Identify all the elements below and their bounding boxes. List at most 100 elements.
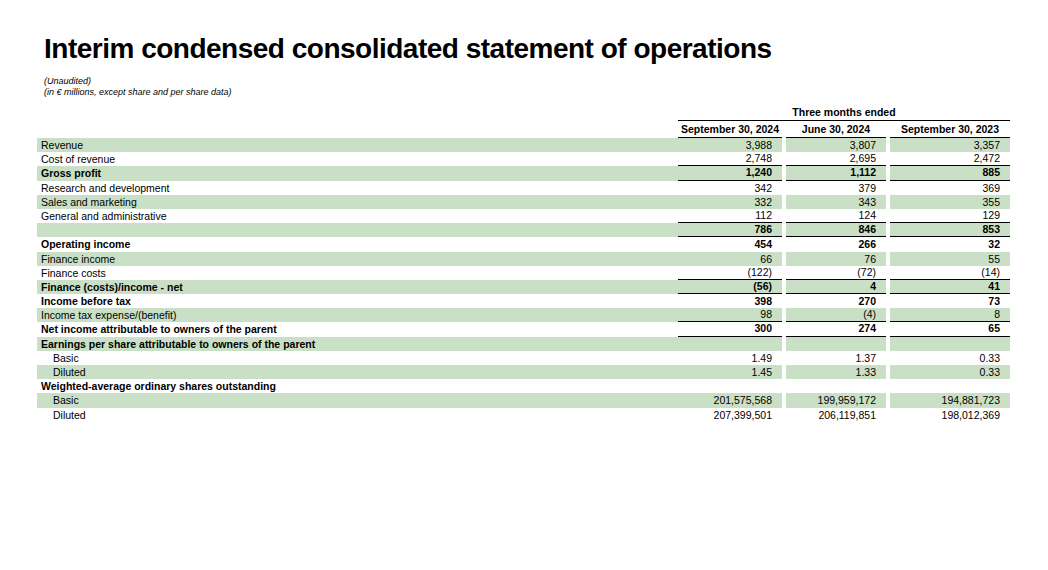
table-row: Finance costs(122) (72) (14) [37,266,1010,280]
row-label: Finance income [37,252,678,266]
cell-value: 454 [678,237,782,251]
group-header: Three months ended [678,106,1010,121]
row-label: Diluted [37,365,678,379]
table-row: 786846853 [37,223,1010,237]
cell-value: 300 [678,322,782,336]
cell-value: 201,575,568 [678,393,782,407]
cell-value: 73 [890,294,1010,308]
cell-value: 1.49 [678,351,782,365]
cell-value: 270 [786,294,886,308]
cell-value [890,379,1010,393]
cell-value: (122) [678,266,782,280]
cell-value: (14) [890,266,1010,280]
column-header-sep-2023: September 30, 2023 [890,121,1010,138]
row-label: Operating income [37,237,678,251]
table-row: Diluted1.45 1.33 0.33 [37,365,1010,379]
row-label: Income tax expense/(benefit) [37,308,678,322]
cell-value: 2,695 [786,152,886,166]
cell-value: 0.33 [890,365,1010,379]
table-row: Diluted207,399,501 206,119,851 198,012,369 [37,408,1010,422]
cell-value: (56) [678,280,782,294]
row-label: Research and development [37,181,678,195]
cell-value: 32 [890,237,1010,251]
cell-value: 355 [890,195,1010,209]
cell-value: (72) [786,266,886,280]
table-row: Finance income66 76 55 [37,252,1010,266]
cell-value: 343 [786,195,886,209]
table-row: Basic1.491.370.33 [37,351,1010,365]
statement-page: Interim condensed consolidated statement… [0,0,1048,570]
table-row: Revenue3,9883,8073,357 [37,138,1010,152]
cell-value: 274 [786,322,886,336]
cell-value [890,337,1010,351]
cell-value: 194,881,723 [890,393,1010,407]
table-row: Income before tax398 270 73 [37,294,1010,308]
subtitle: (Unaudited) (in € millions, except share… [44,76,232,98]
subtitle-units: (in € millions, except share and per sha… [44,87,232,98]
table-row: Basic201,575,568 199,959,172 194,881,723 [37,393,1010,407]
table-row: Gross profit1,240 1,112 885 [37,166,1010,180]
cell-value [786,379,886,393]
cell-value: 1.33 [786,365,886,379]
table-row: Finance (costs)/income - net(56) 4 41 [37,280,1010,294]
row-label: General and administrative [37,209,678,223]
cell-value: 398 [678,294,782,308]
cell-value: 786 [678,223,782,237]
table-row: Earnings per share attributable to owner… [37,337,1010,351]
cell-value: 66 [678,252,782,266]
table-row: Research and development342379369 [37,181,1010,195]
cell-value: 1,112 [786,166,886,180]
table-row: Income tax expense/(benefit)98(4)8 [37,308,1010,322]
cell-value: 379 [786,181,886,195]
row-label: Sales and marketing [37,195,678,209]
cell-value: 4 [786,280,886,294]
cell-value: 3,357 [890,138,1010,152]
row-label: Revenue [37,138,678,152]
cell-value: (4) [786,308,886,322]
table-row: Operating income454 266 32 [37,237,1010,251]
table-row: Sales and marketing332 343 355 [37,195,1010,209]
row-label: Finance (costs)/income - net [37,280,678,294]
cell-value: 129 [890,209,1010,223]
cell-value: 332 [678,195,782,209]
cell-value: 199,959,172 [786,393,886,407]
row-label: Income before tax [37,294,678,308]
table-body: Revenue3,9883,8073,357Cost of revenue2,7… [37,138,1010,422]
cell-value: 76 [786,252,886,266]
cell-value: 846 [786,223,886,237]
row-label: Gross profit [37,166,678,180]
page-title: Interim condensed consolidated statement… [44,33,772,65]
row-label: Basic [37,393,678,407]
column-header-row: September 30, 2024 June 30, 2024 Septemb… [37,121,1010,138]
row-label: Net income attributable to owners of the… [37,322,678,336]
cell-value: 124 [786,209,886,223]
cell-value [678,379,782,393]
cell-value: 885 [890,166,1010,180]
cell-value: 65 [890,322,1010,336]
statement-table: Three months ended September 30, 2024 Ju… [37,106,1010,422]
row-label: Diluted [37,408,678,422]
cell-value: 206,119,851 [786,408,886,422]
cell-value: 266 [786,237,886,251]
cell-value [678,337,782,351]
row-label: Finance costs [37,266,678,280]
table-row: General and administrative112 124 129 [37,209,1010,223]
cell-value: 1.45 [678,365,782,379]
table-row: Cost of revenue2,748 2,695 2,472 [37,152,1010,166]
table-row: Weighted-average ordinary shares outstan… [37,379,1010,393]
column-header-jun-2024: June 30, 2024 [786,121,886,138]
table-row: Net income attributable to owners of the… [37,322,1010,336]
cell-value: 2,472 [890,152,1010,166]
cell-value: 2,748 [678,152,782,166]
cell-value: 342 [678,181,782,195]
cell-value: 112 [678,209,782,223]
cell-value: 1,240 [678,166,782,180]
row-label: Cost of revenue [37,152,678,166]
cell-value: 1.37 [786,351,886,365]
cell-value: 198,012,369 [890,408,1010,422]
cell-value: 41 [890,280,1010,294]
cell-value: 55 [890,252,1010,266]
cell-value: 207,399,501 [678,408,782,422]
group-header-row: Three months ended [37,106,1010,121]
row-label: Weighted-average ordinary shares outstan… [37,379,678,393]
